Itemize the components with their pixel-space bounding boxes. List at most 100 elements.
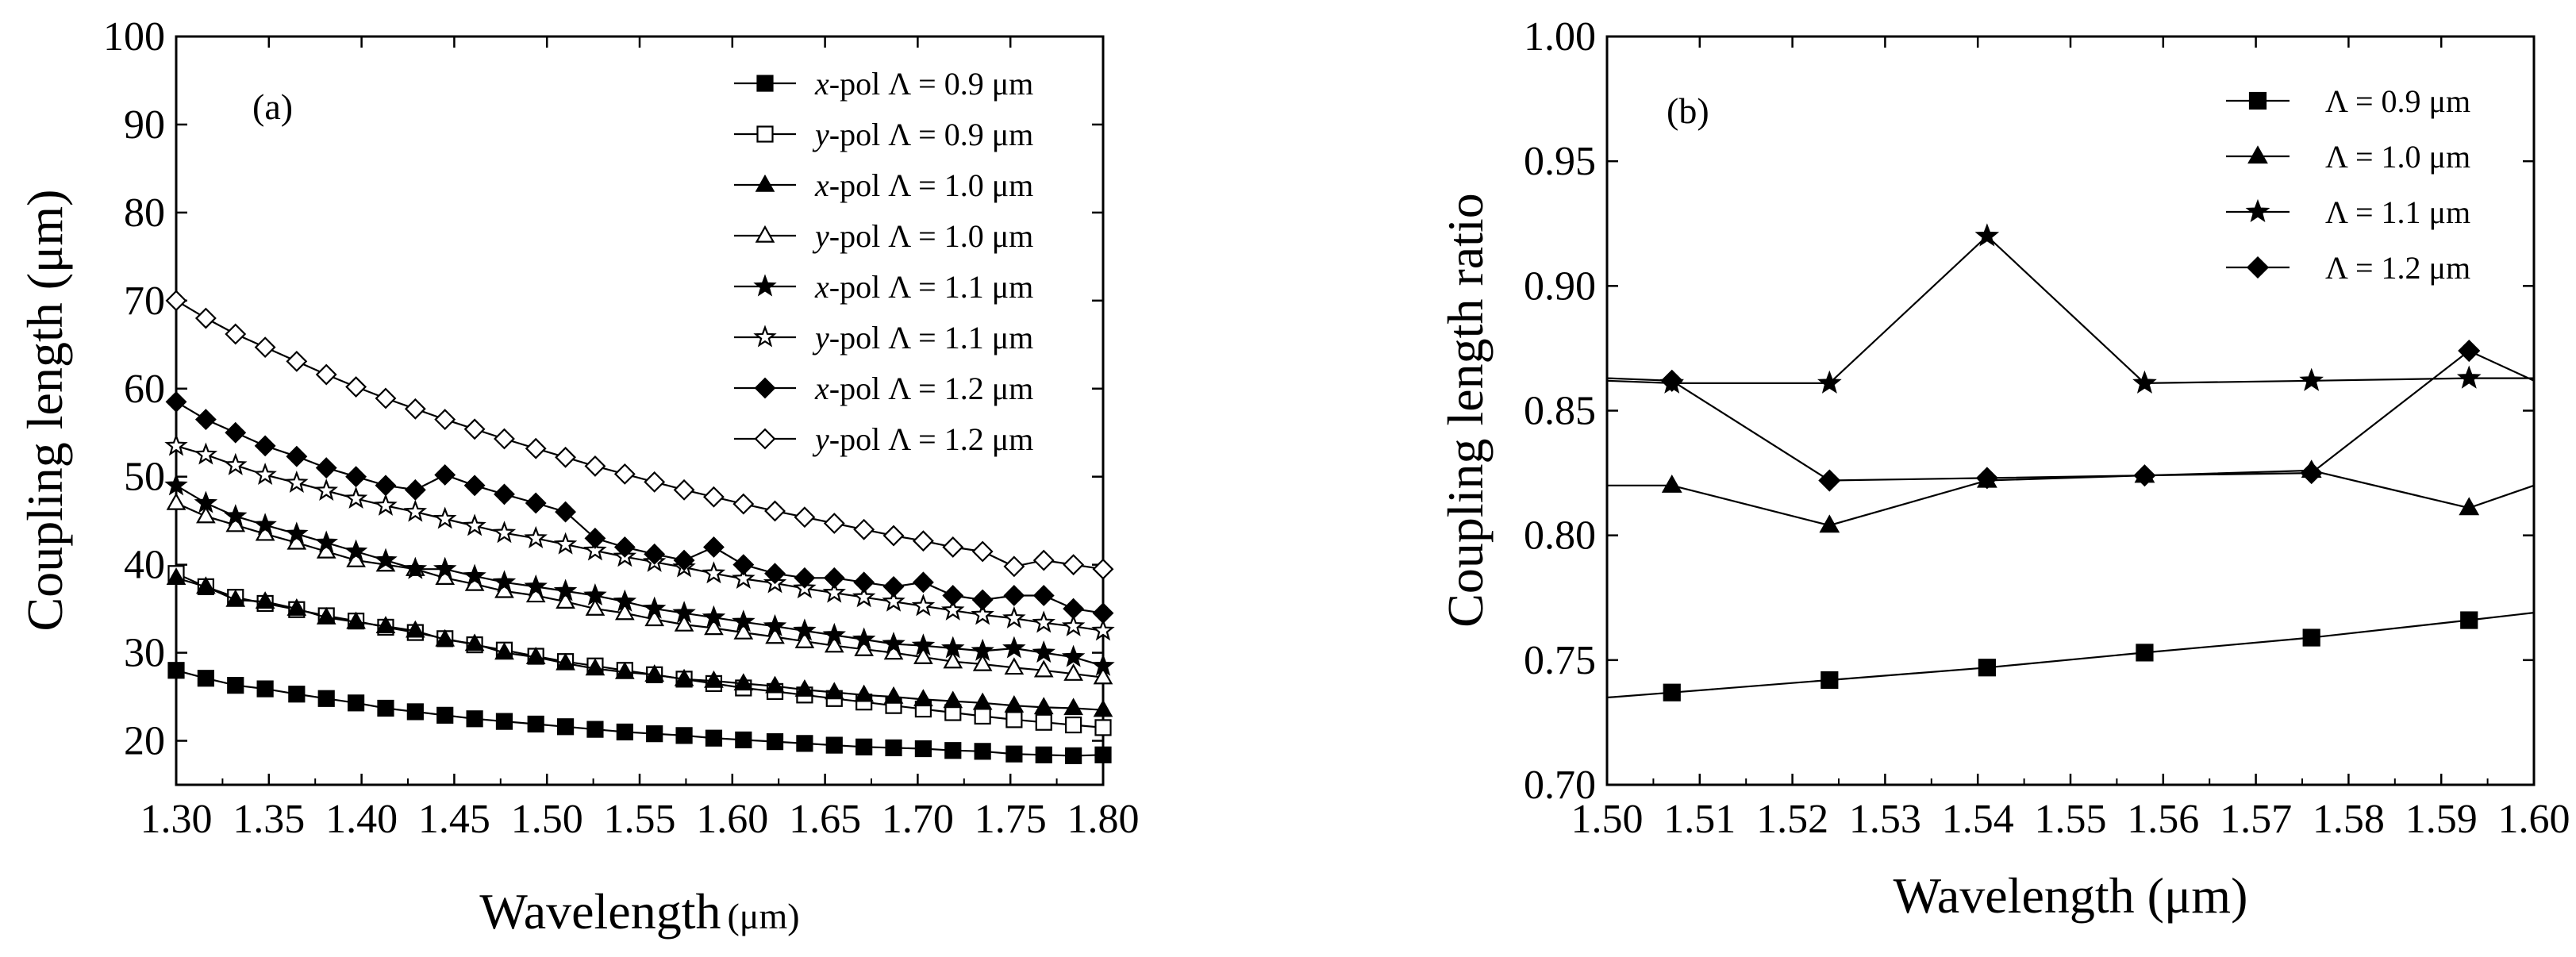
series-8 <box>165 290 1114 580</box>
data-point <box>435 628 456 647</box>
legend-marker <box>755 174 775 192</box>
data-point <box>855 738 873 755</box>
data-point <box>166 567 186 585</box>
legend-entry: x-pol Λ = 0.9 μm <box>734 66 1033 102</box>
data-point <box>2133 464 2156 487</box>
y-tick-label: 90 <box>124 102 165 148</box>
legend-pol-suffix: -pol <box>829 269 888 305</box>
data-point <box>822 622 846 645</box>
data-point <box>553 578 578 601</box>
y-tick-label: 40 <box>124 543 165 588</box>
data-point <box>705 729 723 747</box>
data-point <box>196 576 216 594</box>
panel-a-chart: 1.30 1.35 1.40 1.45 1.50 1.55 1.60 1.65 1.70 1.75… <box>17 14 1140 940</box>
y-tick-label: 1.00 <box>1524 14 1596 60</box>
data-point <box>1033 697 1054 715</box>
data-point <box>794 506 816 528</box>
x-tick-label: 1.60 <box>2498 797 2570 842</box>
data-point <box>1035 746 1052 763</box>
data-point <box>882 589 905 612</box>
data-point <box>766 733 784 751</box>
data-point <box>227 677 244 694</box>
legend-pol-suffix: -pol <box>829 117 888 152</box>
legend-label: Λ = 0.9 μm <box>2325 83 2470 119</box>
data-point <box>165 390 187 413</box>
legend-pol-suffix: -pol <box>829 66 888 102</box>
data-point <box>166 492 186 510</box>
panel-a-xlabel: Wavelength (μm) <box>479 883 799 940</box>
data-point <box>1002 636 1026 659</box>
data-point <box>1035 713 1052 731</box>
data-point <box>1005 745 1023 763</box>
legend-marker <box>753 274 777 297</box>
data-point <box>406 620 425 638</box>
data-point <box>702 561 726 584</box>
data-point <box>733 673 754 691</box>
data-point <box>852 585 876 608</box>
data-point <box>316 607 336 625</box>
legend-label: x-pol Λ = 1.0 μm <box>814 167 1033 203</box>
data-point <box>2132 370 2157 394</box>
data-point <box>735 731 752 749</box>
data-point <box>853 571 875 594</box>
data-point <box>224 452 248 475</box>
data-point <box>524 574 548 597</box>
data-point <box>525 437 547 459</box>
data-point <box>824 635 844 653</box>
x-tick-label: 1.75 <box>975 797 1047 842</box>
x-tick-label: 1.56 <box>2127 797 2199 842</box>
data-point <box>194 409 217 431</box>
data-point <box>854 638 874 656</box>
data-point <box>375 387 397 409</box>
data-point <box>525 646 546 664</box>
legend-label: Λ = 1.0 μm <box>2325 139 2470 175</box>
legend-marker <box>2248 91 2267 110</box>
legend-marker <box>755 225 775 243</box>
legend-period: Λ = 0.9 μm <box>888 66 1033 102</box>
data-point <box>556 652 575 671</box>
legend-label: y-pol Λ = 1.0 μm <box>812 218 1033 254</box>
legend-label: x-pol Λ = 1.1 μm <box>814 269 1033 305</box>
legend-marker <box>756 75 774 92</box>
series-1 <box>1606 611 2535 701</box>
series-line <box>1606 234 2534 385</box>
legend-marker <box>2246 256 2270 279</box>
data-point <box>374 548 398 571</box>
panel-a-xlabel-main: Wavelength <box>479 883 721 940</box>
data-point <box>940 636 965 659</box>
legend-entry: y-pol Λ = 1.1 μm <box>734 320 1033 356</box>
data-point <box>1663 683 1681 701</box>
data-point <box>524 525 548 548</box>
data-point <box>1033 659 1054 678</box>
legend-entry: Λ = 1.1 μm <box>2226 194 2470 230</box>
data-point <box>912 530 934 552</box>
data-point <box>764 563 786 585</box>
data-point <box>732 554 755 576</box>
data-point <box>345 466 367 488</box>
data-point <box>646 725 663 743</box>
data-point <box>943 690 963 709</box>
data-point <box>375 616 396 634</box>
legend-pol-suffix: -pol <box>829 218 888 254</box>
data-point <box>556 591 575 609</box>
legend-period: Λ = 1.0 μm <box>888 218 1033 254</box>
legend-marker <box>754 377 776 399</box>
x-tick-label: 1.30 <box>140 797 213 842</box>
legend-entry: x-pol Λ = 1.2 μm <box>734 371 1033 406</box>
series-2 <box>1607 459 2535 533</box>
legend-marker <box>754 428 776 450</box>
data-point <box>525 492 547 514</box>
data-point <box>1063 698 1083 716</box>
data-point <box>824 682 844 700</box>
data-point <box>793 618 817 641</box>
data-point <box>911 633 936 656</box>
data-point <box>286 598 307 616</box>
data-point <box>2302 628 2320 647</box>
data-point <box>852 627 876 650</box>
legend-period: Λ = 1.1 μm <box>888 320 1033 356</box>
data-point <box>344 486 368 509</box>
x-tick-label: 1.53 <box>1849 797 1921 842</box>
data-point <box>197 670 214 687</box>
series-3 <box>166 567 1113 717</box>
data-point <box>616 723 633 741</box>
